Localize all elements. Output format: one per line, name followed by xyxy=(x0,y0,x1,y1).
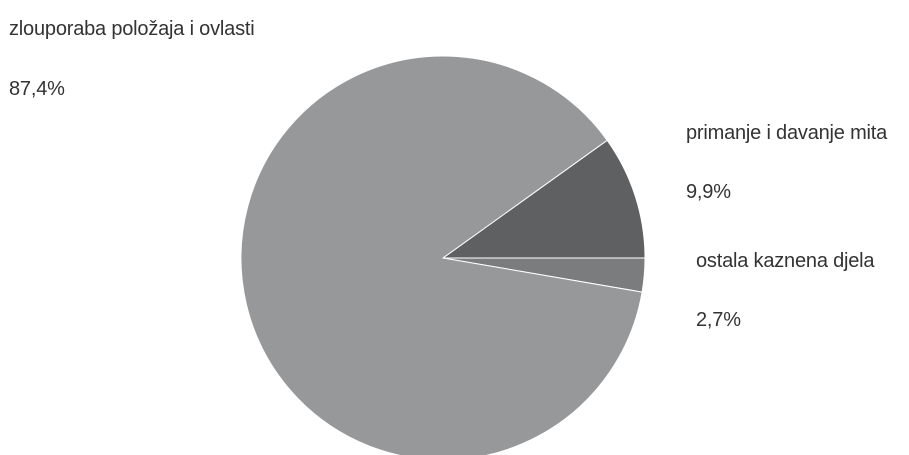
pie-slice-bribery xyxy=(441,139,646,259)
pie-slices xyxy=(240,55,646,455)
slice-label-other-offences: ostala kaznena djela xyxy=(696,250,875,272)
slice-label-bribery: primanje i davanje mita xyxy=(686,122,888,144)
slice-value-abuse-of-office: 87,4% xyxy=(9,78,65,100)
slice-value-bribery: 9,9% xyxy=(686,181,731,203)
slice-label-abuse-of-office: zlouporaba položaja i ovlasti xyxy=(9,18,255,40)
slice-value-other-offences: 2,7% xyxy=(696,309,741,331)
pie-slice-abuse-of-office xyxy=(240,55,643,455)
